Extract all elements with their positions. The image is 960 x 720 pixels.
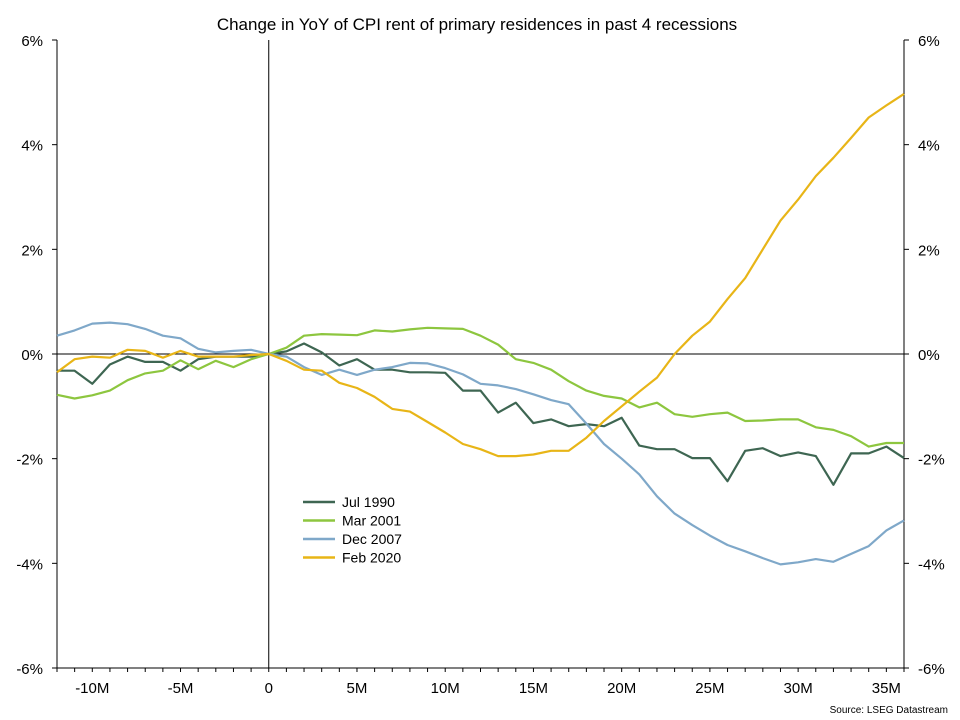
series-lines (56, 92, 905, 566)
x-tick-label: 25M (695, 680, 724, 697)
legend-label: Jul 1990 (342, 494, 395, 510)
x-tick-label: 15M (519, 680, 548, 697)
x-tick-label: -5M (168, 680, 194, 697)
y-tick-label-right: 6% (918, 33, 940, 50)
x-tick-label: 35M (872, 680, 901, 697)
y-tick-label-left: -4% (16, 556, 43, 573)
legend-label: Feb 2020 (342, 550, 401, 566)
series-line-jul-1990 (57, 342, 905, 486)
y-tick-label-left: 2% (21, 242, 43, 259)
series-line-mar-2001 (56, 326, 904, 448)
chart-title: Change in YoY of CPI rent of primary res… (217, 15, 737, 34)
series-line-feb-2020 (56, 92, 905, 458)
x-tick-label: 5M (347, 680, 368, 697)
legend-label: Mar 2001 (342, 513, 401, 529)
y-tick-label-right: 0% (918, 347, 940, 364)
y-tick-label-right: -2% (918, 452, 945, 469)
y-tick-label-left: -2% (16, 452, 43, 469)
x-tick-label: -10M (75, 680, 109, 697)
y-tick-label-left: 0% (21, 347, 43, 364)
axes: -6% -6% -4% -4% -2% -2% 0% 0% 2% 2% 4% 4% 6% 6% -10M -5… (16, 33, 944, 697)
y-tick-label-left: 4% (21, 138, 43, 155)
series-line-dec-2007 (56, 321, 905, 566)
x-tick-label: 0 (265, 680, 273, 697)
y-tick-label-left: -6% (16, 661, 43, 678)
y-tick-label-right: -6% (918, 661, 945, 678)
x-tick-label: 20M (607, 680, 636, 697)
x-tick-label: 30M (784, 680, 813, 697)
y-tick-label-right: 2% (918, 242, 940, 259)
legend: Jul 1990 Mar 2001 Dec 2007 Feb 2020 (303, 494, 402, 566)
legend-label: Dec 2007 (342, 531, 402, 547)
y-tick-label-right: -4% (918, 556, 945, 573)
y-tick-label-right: 4% (918, 138, 940, 155)
source-note: Source: LSEG Datastream (830, 705, 948, 716)
y-tick-label-left: 6% (21, 33, 43, 50)
x-tick-label: 10M (431, 680, 460, 697)
